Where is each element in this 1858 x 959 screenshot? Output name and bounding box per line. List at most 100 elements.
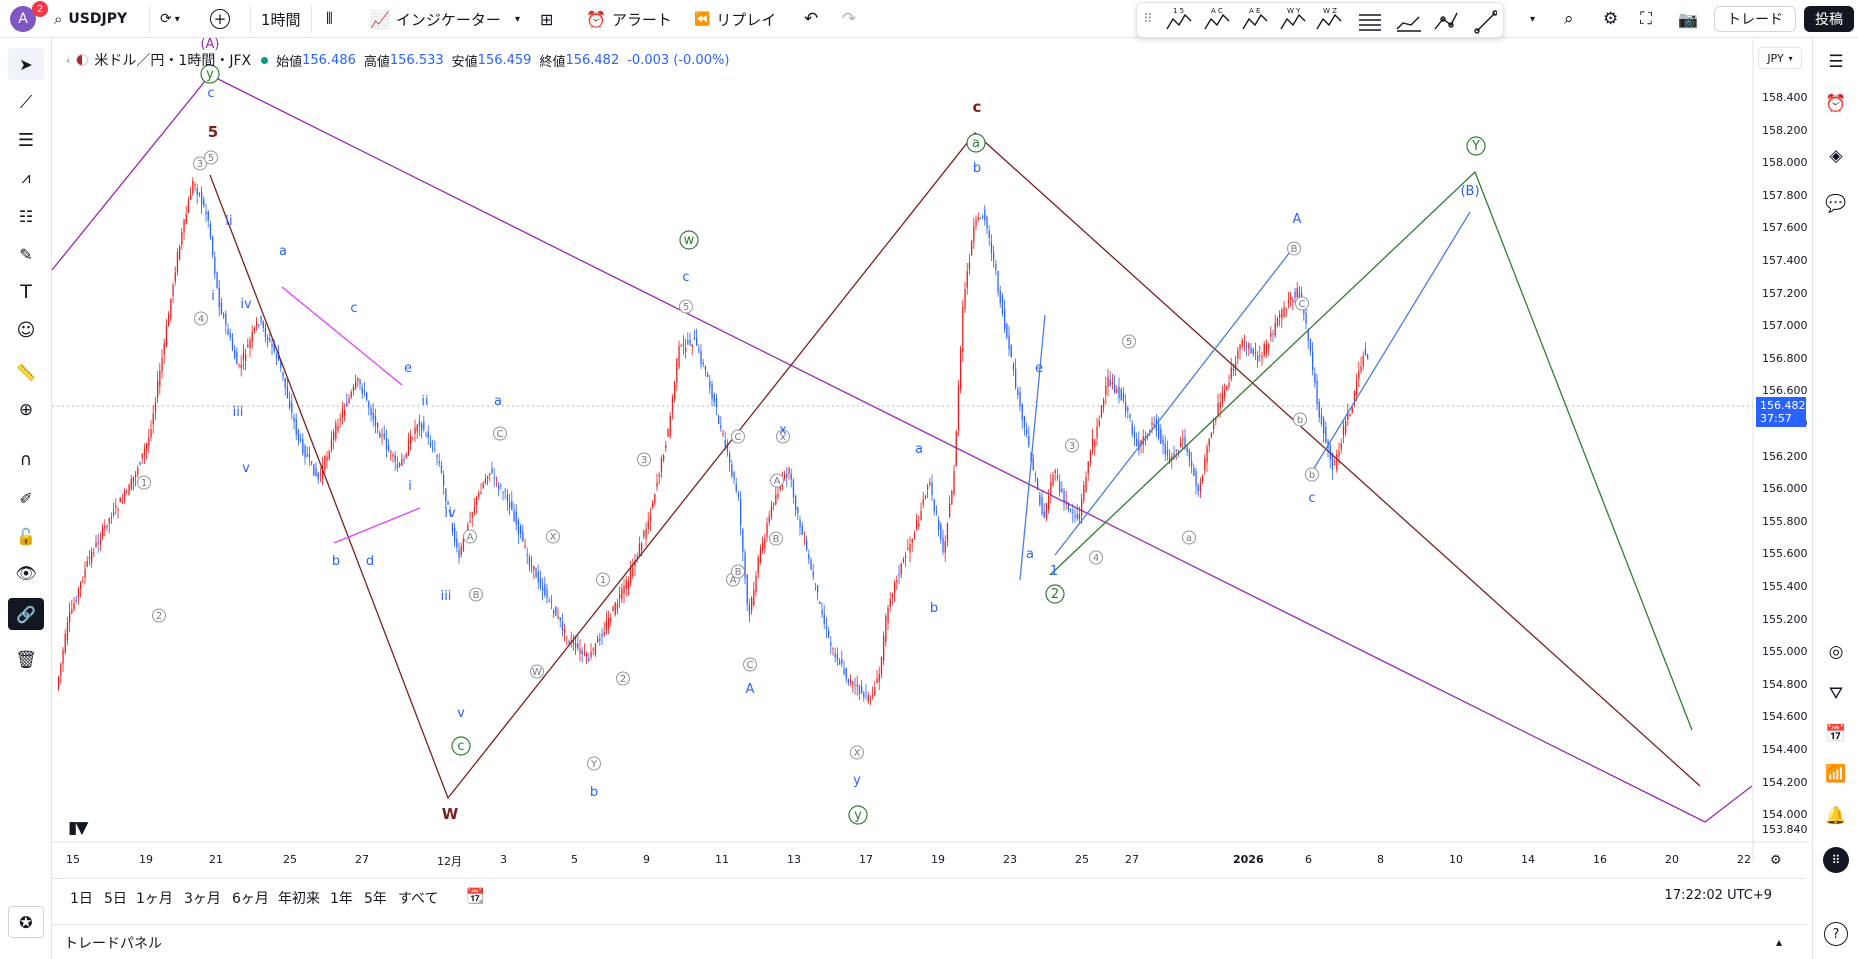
candle-body: [1356, 381, 1358, 395]
candle-body: [660, 457, 663, 473]
quick-search-button[interactable]: ⌕: [1564, 5, 1574, 33]
fullscreen-button[interactable]: ⛶: [1640, 5, 1652, 33]
candle-body: [143, 448, 146, 455]
layout-dropdown[interactable]: ▾: [1530, 5, 1535, 33]
lock-all-button[interactable]: 🔓: [8, 520, 44, 552]
range-button[interactable]: 1日: [70, 891, 93, 907]
pine-button[interactable]: ⛛: [1818, 678, 1854, 710]
triangle-icon: ⛛: [1828, 684, 1844, 704]
price-tick: 157.800: [1762, 188, 1808, 202]
range-button[interactable]: すべて: [398, 891, 439, 907]
layouts-button[interactable]: ⊞: [540, 5, 553, 33]
wave-tool-icons[interactable]: 1 5 A C A E W Y W Z: [1137, 3, 1497, 39]
wave-label: 5: [208, 153, 214, 164]
zoom-tool-button[interactable]: ⊕: [8, 394, 44, 426]
wave-label: Y: [1471, 139, 1480, 154]
drag-handle-icon[interactable]: ⠿: [1143, 12, 1153, 27]
emoji-tool-button[interactable]: ☺: [8, 314, 44, 346]
alert-button[interactable]: ⏰ アラート: [586, 5, 672, 33]
settings-button[interactable]: ⚙: [1603, 5, 1618, 33]
screenshot-button[interactable]: 📷: [1678, 5, 1698, 33]
wave-label: C: [747, 660, 754, 671]
screener-button[interactable]: ◎: [1818, 636, 1854, 668]
axis-settings-button[interactable]: ⚙: [1770, 853, 1782, 868]
publish-button[interactable]: 投稿: [1804, 6, 1854, 32]
prediction-tool-button[interactable]: ☷: [8, 200, 44, 232]
candle-body: [1140, 439, 1142, 446]
compare-dropdown[interactable]: ⟳ ▾: [160, 5, 180, 33]
candle-body: [357, 377, 359, 382]
pattern-tool-button[interactable]: ⩘: [8, 162, 44, 194]
range-button[interactable]: 6ヶ月: [232, 891, 269, 907]
grid-icon: ⊞: [540, 9, 554, 29]
magnet-tool-button[interactable]: ∩: [8, 444, 44, 476]
wave-lines-group: [51, 74, 1753, 823]
chart-type-button[interactable]: ⫴: [326, 5, 333, 33]
range-button[interactable]: 1ヶ月: [136, 891, 173, 907]
candle-body: [693, 337, 696, 340]
candle-body: [1052, 474, 1054, 486]
sync-drawings-button[interactable]: 🔗: [8, 598, 44, 630]
clock[interactable]: 17:22:02 UTC+9: [1664, 888, 1772, 903]
time-tick: 25: [283, 853, 297, 866]
collapse-panel-button[interactable]: ▴: [1764, 931, 1794, 953]
ruler-icon: 📏: [16, 362, 36, 382]
range-button[interactable]: 3ヶ月: [184, 891, 221, 907]
undo-button[interactable]: ↶: [804, 5, 818, 33]
help-button[interactable]: ?: [1818, 918, 1854, 950]
candle-body: [306, 454, 308, 457]
candle-body: [174, 272, 176, 282]
watchlist-button[interactable]: ☰: [1818, 46, 1854, 78]
candle-body: [533, 566, 535, 570]
cursor-tool-button[interactable]: ➤: [8, 48, 44, 80]
compare-icon: ⟳: [160, 11, 172, 27]
add-symbol-button[interactable]: +: [210, 5, 230, 33]
price-tick: 158.400: [1762, 91, 1808, 104]
candle-body: [641, 542, 643, 550]
fib-tool-button[interactable]: ☰: [8, 124, 44, 156]
range-button[interactable]: 5日: [104, 891, 127, 907]
measure-tool-button[interactable]: 📏: [8, 356, 44, 388]
currency-selector[interactable]: JPY ▾: [1758, 47, 1802, 69]
candle-body: [168, 314, 170, 327]
notifications-button[interactable]: 🔔: [1818, 800, 1854, 832]
stream-button[interactable]: 📶: [1818, 758, 1854, 790]
range-button[interactable]: 1年: [330, 891, 353, 907]
candle-body: [865, 692, 867, 694]
range-button[interactable]: 5年: [364, 891, 387, 907]
hide-drawings-button[interactable]: 👁: [8, 558, 44, 590]
trendline-tool-button[interactable]: ⟋: [8, 86, 44, 118]
wave-label-circle: [1293, 412, 1307, 427]
candle-body: [132, 476, 135, 483]
candle-body: [328, 451, 330, 459]
calendar-button[interactable]: 📅: [1818, 718, 1854, 750]
candle-body: [1265, 344, 1268, 353]
trade-button[interactable]: トレード: [1714, 6, 1796, 32]
brush-tool-button[interactable]: ✎: [8, 238, 44, 270]
object-tree-button[interactable]: ✪: [8, 906, 44, 938]
trade-panel-tab[interactable]: トレードパネル: [64, 936, 162, 952]
interval-button[interactable]: 1時間: [250, 5, 312, 33]
lock-draw-button[interactable]: ✐: [8, 482, 44, 514]
symbol-search[interactable]: ⌕ USDJPY: [54, 5, 150, 33]
candlestick-icon: ⫴: [326, 9, 333, 28]
alerts-panel-button[interactable]: ⏰: [1818, 88, 1854, 120]
collapse-legend-icon[interactable]: ‹: [66, 53, 71, 67]
calendar-icon: 📅: [1825, 724, 1847, 744]
goto-date-button[interactable]: 📆: [466, 887, 485, 905]
candle-body: [355, 381, 357, 389]
indicators-button[interactable]: 📈 インジケーター ▾: [370, 5, 520, 33]
chats-button[interactable]: 💬: [1818, 188, 1854, 220]
text-tool-button[interactable]: T: [8, 276, 44, 308]
redo-button[interactable]: ↷: [842, 5, 856, 33]
replay-button[interactable]: ⏪ リプレイ: [694, 5, 776, 33]
candle-body: [456, 538, 458, 548]
avatar[interactable]: A 2: [10, 1, 48, 33]
data-window-button[interactable]: ◈: [1818, 140, 1854, 172]
range-button[interactable]: 年初来: [278, 891, 320, 907]
candle-body: [544, 584, 546, 596]
apps-button[interactable]: ⠿: [1818, 844, 1854, 876]
candle-body: [1114, 384, 1116, 394]
remove-drawings-button[interactable]: 🗑: [8, 644, 44, 676]
